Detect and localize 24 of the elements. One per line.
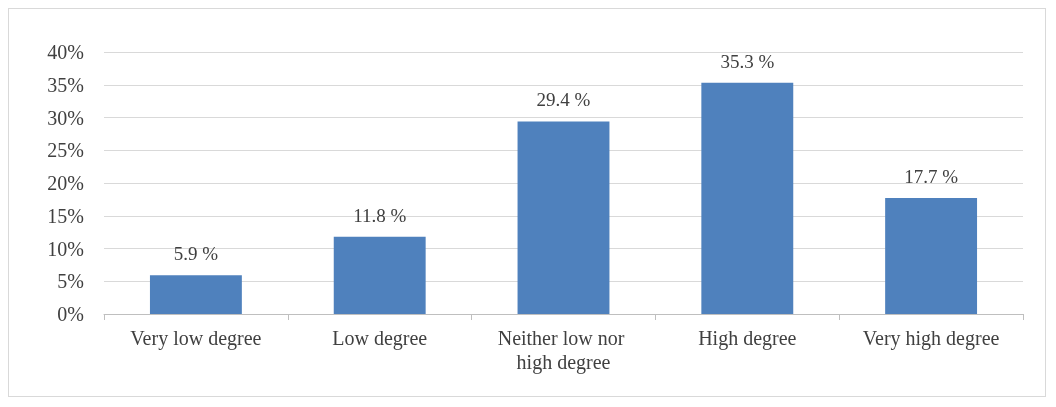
bar [701, 82, 794, 314]
bar [333, 236, 426, 314]
y-tick-label: 0% [57, 303, 84, 325]
bar [885, 198, 978, 314]
x-tick-label: Very low degree [130, 327, 262, 350]
x-tick-label: Low degree [332, 327, 428, 350]
data-label: 5.9 % [173, 243, 219, 265]
data-label: 35.3 % [720, 50, 775, 72]
data-label: 29.4 % [536, 89, 591, 111]
y-tick-label: 5% [57, 270, 84, 293]
y-tick-label: 35% [47, 73, 84, 96]
x-tick-label: High degree [698, 327, 797, 350]
data-label: 17.7 % [904, 166, 959, 188]
y-tick-label: 20% [47, 172, 84, 194]
x-tick-label: Neither low nor high degree [497, 327, 630, 374]
data-label: 11.8 % [353, 204, 407, 226]
y-tick-label: 40% [47, 41, 84, 63]
y-tick-label: 25% [47, 139, 84, 162]
y-tick-label: 15% [47, 204, 84, 227]
x-tick-label: Very high degree [862, 327, 1000, 350]
y-tick-label: 30% [47, 106, 84, 129]
y-tick-label: 10% [47, 237, 84, 260]
bar [149, 275, 242, 314]
bar [517, 121, 610, 314]
